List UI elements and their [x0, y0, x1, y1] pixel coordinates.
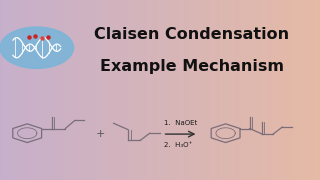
Text: +: + [96, 129, 106, 139]
Text: 2.  H₃O⁺: 2. H₃O⁺ [164, 142, 192, 148]
Text: 1.  NaOEt: 1. NaOEt [164, 120, 197, 126]
Text: Claisen Condensation: Claisen Condensation [94, 27, 290, 42]
Text: Example Mechanism: Example Mechanism [100, 59, 284, 74]
Circle shape [0, 27, 74, 68]
